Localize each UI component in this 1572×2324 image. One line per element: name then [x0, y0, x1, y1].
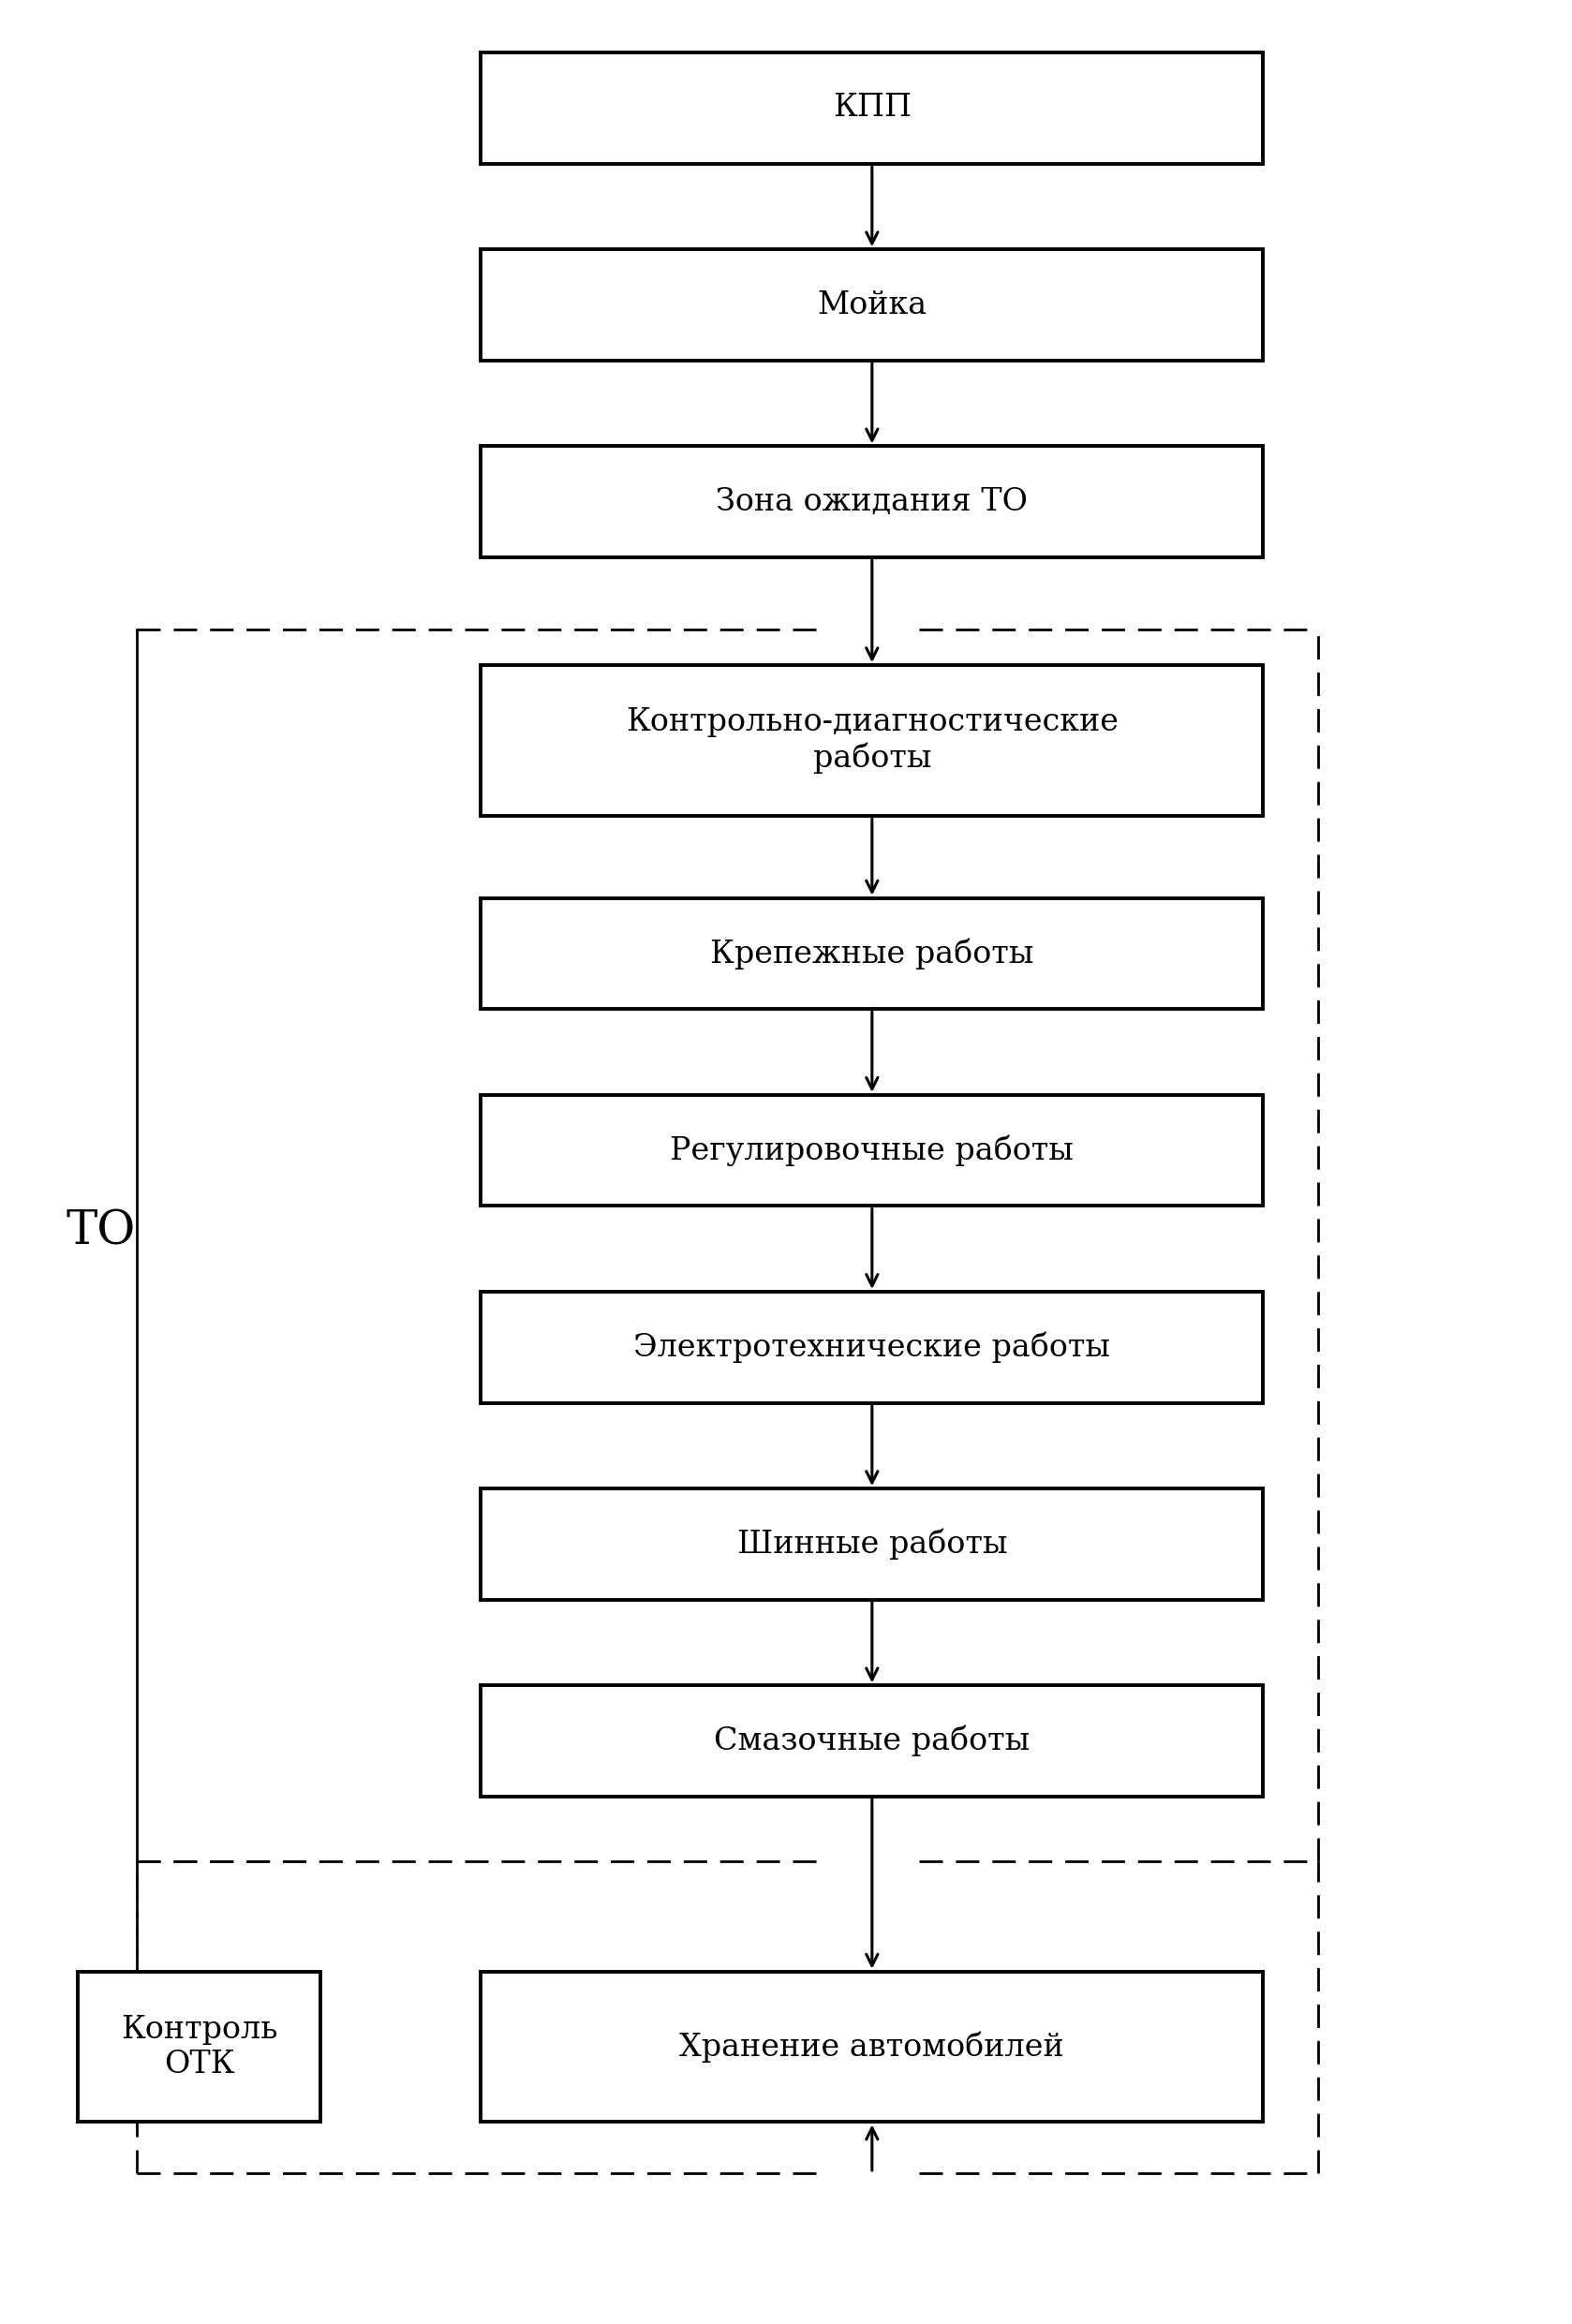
Text: Шинные работы: Шинные работы [737, 1529, 1008, 1559]
Text: Зона ожидания ТО: Зона ожидания ТО [717, 488, 1028, 516]
Text: ТО: ТО [66, 1208, 135, 1255]
Text: Контроль
ОТК: Контроль ОТК [121, 2015, 278, 2080]
Text: Регулировочные работы: Регулировочные работы [670, 1134, 1074, 1167]
Bar [481, 53, 1262, 163]
Bar [481, 1971, 1262, 2122]
Text: Контрольно-диагностические
работы: Контрольно-диагностические работы [626, 706, 1118, 774]
Bar [481, 446, 1262, 558]
Bar [481, 897, 1262, 1009]
Bar [481, 1490, 1262, 1599]
Text: Смазочные работы: Смазочные работы [714, 1724, 1030, 1757]
Text: Электротехнические работы: Электротехнические работы [634, 1332, 1110, 1362]
Bar [481, 665, 1262, 816]
Text: Хранение автомобилей: Хранение автомобилей [679, 2031, 1064, 2061]
Bar [79, 1971, 321, 2122]
Bar [481, 1292, 1262, 1404]
Bar [481, 1685, 1262, 1796]
Text: Мойка: Мойка [817, 290, 927, 321]
Text: КПП: КПП [833, 93, 912, 123]
Bar [481, 1095, 1262, 1206]
Bar [481, 249, 1262, 360]
Text: Крепежные работы: Крепежные работы [711, 939, 1034, 969]
